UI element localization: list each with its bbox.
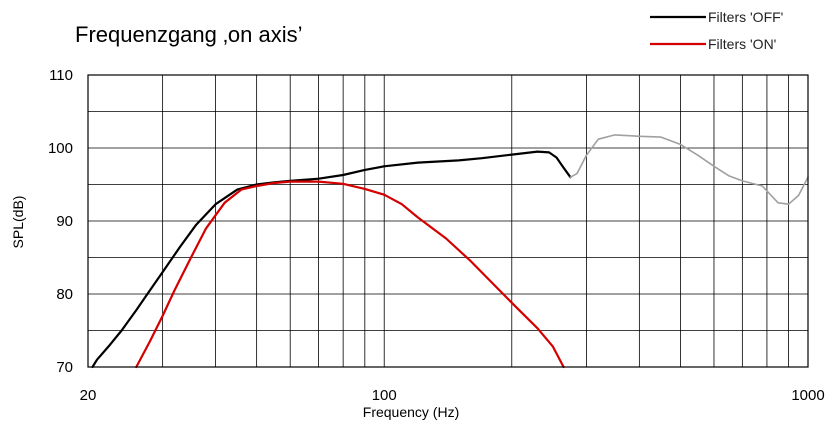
y-tick-label: 90 — [56, 213, 73, 230]
y-tick-label: 80 — [56, 286, 73, 303]
x-tick-label: 20 — [80, 387, 97, 404]
data-series — [91, 134, 809, 369]
legend: Filters 'OFF' Filters 'ON' — [650, 9, 783, 52]
legend-label-filters-on: Filters 'ON' — [708, 36, 776, 52]
x-axis-label: Frequency (Hz) — [363, 404, 459, 420]
y-tick-label: 110 — [49, 67, 73, 84]
plot-frame — [87, 74, 809, 368]
x-tick-label: 100 — [372, 387, 397, 404]
legend-label-filters-off: Filters 'OFF' — [708, 9, 783, 25]
tick-labels: 20 100 1000 70 80 90 100 110 — [48, 67, 825, 404]
grid — [88, 75, 808, 367]
series-line-filters-on — [135, 180, 565, 369]
y-tick-label: 70 — [56, 359, 73, 376]
y-tick-label: 100 — [48, 140, 73, 157]
y-axis-label: SPL(dB) — [10, 196, 26, 249]
chart-title: Frequenzgang ‚on axis’ — [75, 22, 302, 47]
x-tick-label: 1000 — [791, 387, 824, 404]
series-line-filters-off-extension — [569, 134, 809, 205]
